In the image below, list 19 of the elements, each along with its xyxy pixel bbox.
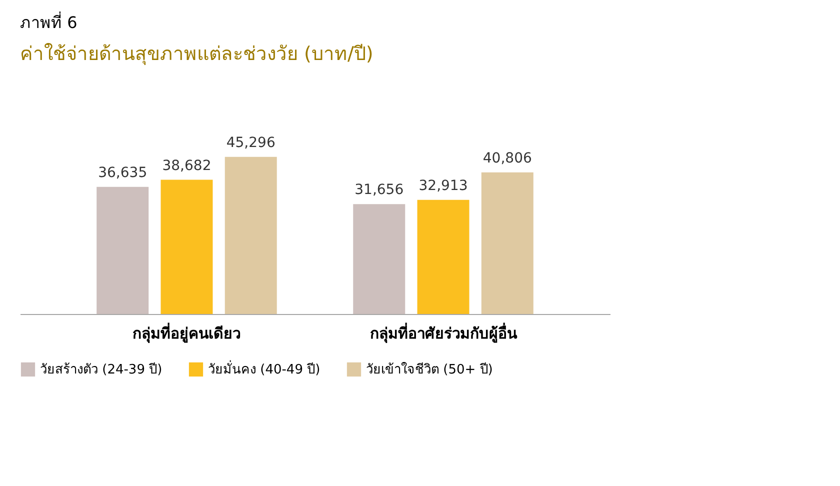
legend-label: วัยมั่นคง (40-49 ปี) xyxy=(208,360,320,378)
bar xyxy=(481,172,534,314)
bar xyxy=(160,180,213,314)
x-tick-label: กลุ่มที่อยู่คนเดียว xyxy=(132,322,241,344)
bar xyxy=(224,156,277,314)
data-label: 38,682 xyxy=(162,158,212,174)
data-label: 45,296 xyxy=(226,134,276,151)
data-label: 32,913 xyxy=(418,178,468,194)
chart-title: ภาพที่ 6 xyxy=(20,11,78,32)
legend-label: วัยสร้างตัว (24-39 ปี) xyxy=(40,361,162,378)
data-label: 31,656 xyxy=(354,182,404,198)
legend-label: วัยเข้าใจชีวิต (50+ ปี) xyxy=(366,361,493,378)
data-label: 40,806 xyxy=(482,150,532,166)
bar xyxy=(353,204,406,314)
x-tick-label: กลุ่มที่อาศัยร่วมกับผู้อื่น xyxy=(370,322,518,344)
bar xyxy=(417,200,470,314)
data-label: 36,635 xyxy=(98,164,148,181)
chart-subtitle: ค่าใช้จ่ายด้านสุขภาพแต่ละช่วงวัย (บาท/ปี) xyxy=(20,43,374,66)
bar xyxy=(96,186,149,314)
